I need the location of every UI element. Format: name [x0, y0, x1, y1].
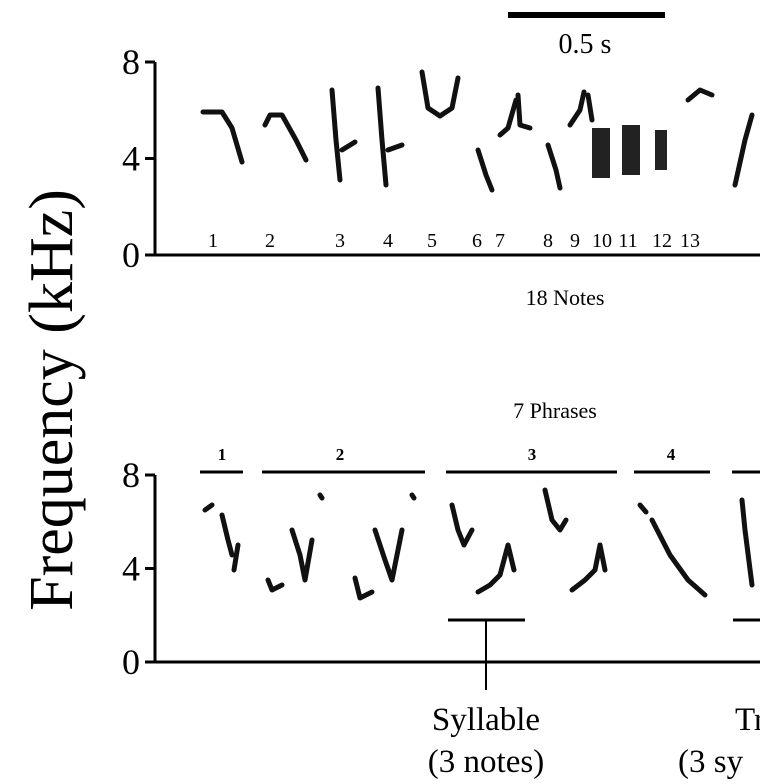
spectrogram: [202, 487, 755, 601]
note-number: 12: [652, 230, 672, 252]
note-number: 4: [383, 230, 393, 252]
note-number: 3: [335, 230, 345, 252]
annotation: Syllable: [432, 702, 540, 738]
caption: 18 Notes: [526, 285, 605, 310]
note-number: 8: [543, 230, 553, 252]
y-axis-label: Frequency (kHz): [18, 189, 86, 611]
y-tick-label: 0: [122, 235, 140, 275]
note-number: 5: [427, 230, 437, 252]
y-tick-label: 4: [122, 549, 140, 589]
phrase-number: 2: [336, 445, 345, 464]
note-number: 11: [618, 230, 637, 252]
note-number: 1: [208, 230, 218, 252]
panel-title: 7 Phrases: [513, 398, 597, 423]
phrase-number: 1: [218, 445, 227, 464]
y-tick-label: 8: [122, 455, 140, 495]
note-number: 6: [472, 230, 482, 252]
y-tick-label: 8: [122, 42, 140, 82]
note-number: 13: [680, 230, 700, 252]
annotation: Tr: [735, 702, 760, 738]
spectrogram: [200, 69, 755, 193]
annotation: (3 sy: [678, 744, 744, 780]
annotation: (3 notes): [428, 744, 544, 780]
note-number: 7: [495, 230, 505, 252]
y-tick-label: 4: [122, 139, 140, 179]
note-number: 9: [570, 230, 580, 252]
phrase-number: 3: [528, 445, 537, 464]
scale-label: 0.5 s: [559, 29, 612, 60]
note-number: 10: [592, 230, 612, 252]
note-number: 2: [265, 230, 275, 252]
phrase-number: 4: [667, 445, 676, 464]
y-tick-label: 0: [122, 642, 140, 682]
